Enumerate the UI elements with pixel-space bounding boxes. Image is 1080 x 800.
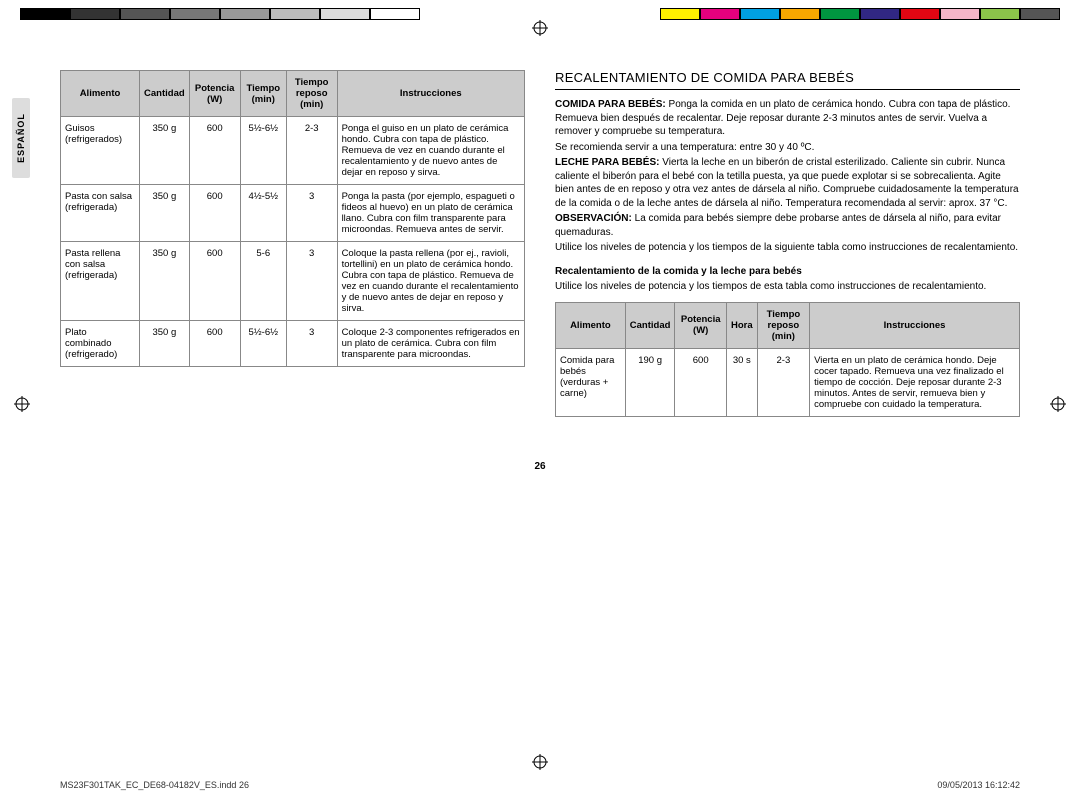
table-cell: 350 g (140, 185, 190, 242)
table-cell: 3 (286, 242, 337, 321)
table-row: Pasta rellena con salsa (refrigerada)350… (61, 242, 525, 321)
paragraph-use-levels: Utilice los niveles de potencia y los ti… (555, 241, 1020, 255)
table-cell: 350 g (140, 242, 190, 321)
table-cell: 600 (675, 348, 727, 416)
registration-mark-right (1050, 396, 1066, 412)
footer-file: MS23F301TAK_EC_DE68-04182V_ES.indd 26 (60, 780, 249, 790)
table-header: Tiempo reposo (min) (757, 302, 809, 348)
table-cell: 600 (189, 321, 240, 367)
table-cell: 30 s (726, 348, 757, 416)
table-header: Potencia (W) (189, 71, 240, 117)
table-header: Hora (726, 302, 757, 348)
table-header: Alimento (556, 302, 626, 348)
table-cell: 600 (189, 185, 240, 242)
paragraph-baby-milk: LECHE PARA BEBÉS: Vierta la leche en un … (555, 156, 1020, 210)
table-cell: 5-6 (240, 242, 286, 321)
table-cell: 190 g (625, 348, 675, 416)
table-row: Comida para bebés (verduras + carne)190 … (556, 348, 1020, 416)
table-row: Pasta con salsa (refrigerada)350 g6004½-… (61, 185, 525, 242)
reheating-table: AlimentoCantidadPotencia (W)Tiempo (min)… (60, 70, 525, 367)
registration-mark-left (14, 396, 30, 412)
subsection-heading: Recalentamiento de la comida y la leche … (555, 265, 1020, 279)
heading-rule (555, 89, 1020, 90)
table-cell: 5½-6½ (240, 321, 286, 367)
table-cell: 350 g (140, 117, 190, 185)
paragraph-baby-food: COMIDA PARA BEBÉS: Ponga la comida en un… (555, 98, 1020, 139)
paragraph-temp: Se recomienda servir a una temperatura: … (555, 141, 1020, 155)
table-cell: Pasta con salsa (refrigerada) (61, 185, 140, 242)
table-cell: Coloque la pasta rellena (por ej., ravio… (337, 242, 524, 321)
table-header: Cantidad (625, 302, 675, 348)
table-cell: 2-3 (286, 117, 337, 185)
table-cell: Pasta rellena con salsa (refrigerada) (61, 242, 140, 321)
table-cell: 2-3 (757, 348, 809, 416)
table-cell: Plato combinado (refrigerado) (61, 321, 140, 367)
table-header: Tiempo reposo (min) (286, 71, 337, 117)
color-bar-top (20, 8, 1060, 20)
registration-mark-top (532, 20, 548, 36)
paragraph-observation: OBSERVACIÓN: La comida para bebés siempr… (555, 212, 1020, 239)
table-cell: Guisos (refrigerados) (61, 117, 140, 185)
table-cell: Coloque 2-3 componentes refrigerados en … (337, 321, 524, 367)
table-header: Instrucciones (810, 302, 1020, 348)
table-header: Tiempo (min) (240, 71, 286, 117)
table-cell: Ponga el guiso en un plato de cerámica h… (337, 117, 524, 185)
table-cell: 600 (189, 117, 240, 185)
table-cell: 3 (286, 185, 337, 242)
baby-food-table: AlimentoCantidadPotencia (W)HoraTiempo r… (555, 302, 1020, 417)
table-header: Alimento (61, 71, 140, 117)
table-cell: Comida para bebés (verduras + carne) (556, 348, 626, 416)
table-cell: 600 (189, 242, 240, 321)
table-cell: Vierta en un plato de cerámica hondo. De… (810, 348, 1020, 416)
language-tab: ESPAÑOL (12, 98, 30, 178)
table-header: Potencia (W) (675, 302, 727, 348)
table-cell: 3 (286, 321, 337, 367)
page-number: 26 (0, 461, 1080, 472)
left-column: ESPAÑOL AlimentoCantidadPotencia (W)Tiem… (60, 70, 525, 417)
footer-timestamp: 09/05/2013 16:12:42 (937, 780, 1020, 790)
table-header: Instrucciones (337, 71, 524, 117)
subsection-text: Utilice los niveles de potencia y los ti… (555, 280, 1020, 294)
registration-mark-bottom (532, 754, 548, 770)
right-column: RECALENTAMIENTO DE COMIDA PARA BEBÉS COM… (555, 70, 1020, 417)
table-cell: 4½-5½ (240, 185, 286, 242)
table-cell: 350 g (140, 321, 190, 367)
page-content: ESPAÑOL AlimentoCantidadPotencia (W)Tiem… (0, 20, 1080, 437)
footer: MS23F301TAK_EC_DE68-04182V_ES.indd 26 09… (60, 780, 1020, 790)
table-row: Guisos (refrigerados)350 g6005½-6½2-3Pon… (61, 117, 525, 185)
table-header: Cantidad (140, 71, 190, 117)
language-label: ESPAÑOL (16, 113, 26, 163)
table-cell: 5½-6½ (240, 117, 286, 185)
table-row: Plato combinado (refrigerado)350 g6005½-… (61, 321, 525, 367)
table-cell: Ponga la pasta (por ejemplo, espagueti o… (337, 185, 524, 242)
section-heading: RECALENTAMIENTO DE COMIDA PARA BEBÉS (555, 70, 1020, 85)
